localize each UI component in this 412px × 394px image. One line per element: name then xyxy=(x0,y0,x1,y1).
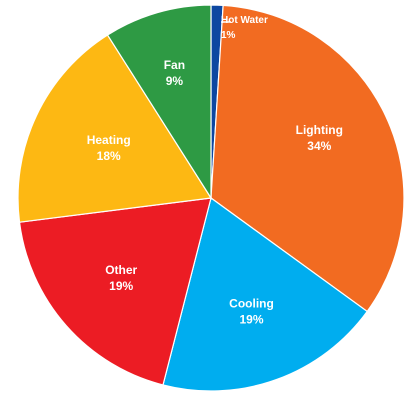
pie-slice-fan xyxy=(106,4,212,201)
slice-label-heating: Heating xyxy=(87,133,131,147)
slice-value-cooling: 19% xyxy=(239,313,263,327)
slice-value-heating: 18% xyxy=(97,149,121,163)
pie-labels: Hot Water 1% Lighting 34% Cooling 19% Other 19%… xyxy=(87,15,343,327)
pie-slices xyxy=(17,4,405,392)
slice-label-lighting: Lighting xyxy=(296,123,343,137)
pie-slice-cooling xyxy=(162,196,368,392)
pie-slice-heating xyxy=(17,34,213,223)
slice-value-hot-water: 1% xyxy=(221,30,236,41)
slice-label-cooling: Cooling xyxy=(229,297,274,311)
pie-slice-other xyxy=(18,197,212,386)
slice-value-fan: 9% xyxy=(166,74,184,88)
slice-value-other: 19% xyxy=(109,279,133,293)
slice-value-lighting: 34% xyxy=(307,139,331,153)
pie-slice-lighting xyxy=(210,4,405,313)
slice-label-other: Other xyxy=(105,263,137,277)
slice-label-fan: Fan xyxy=(164,58,185,72)
slice-label-hot-water: Hot Water xyxy=(221,15,268,26)
